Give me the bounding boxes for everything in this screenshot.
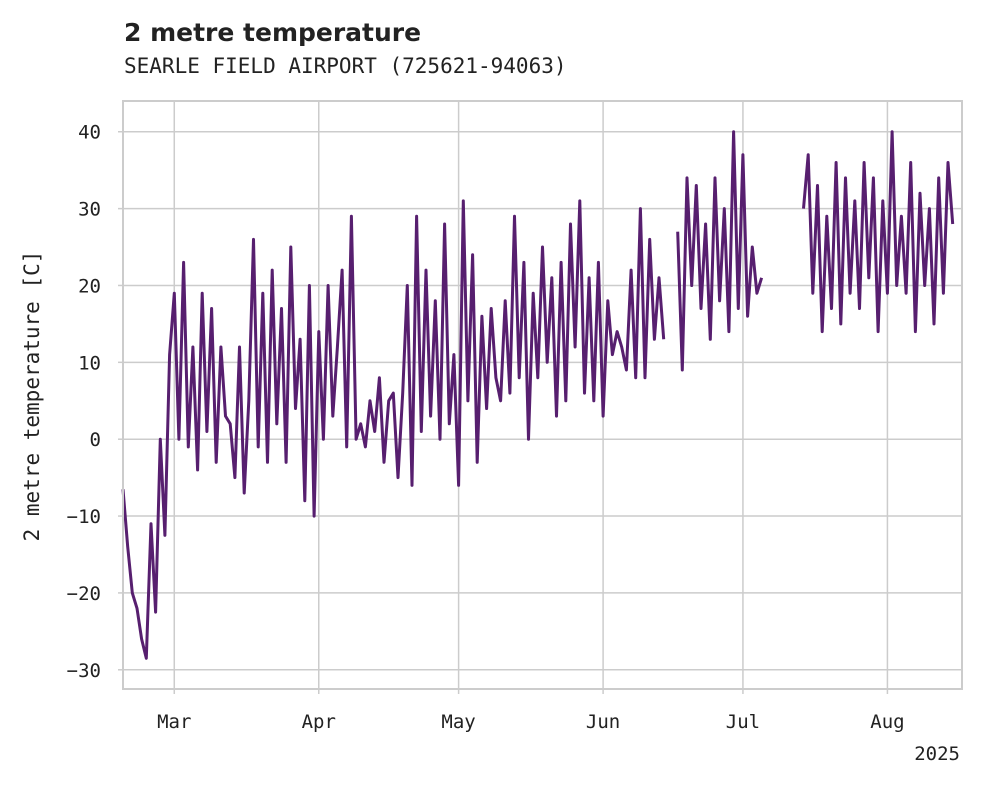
temperature-series-line xyxy=(676,130,764,372)
chart-subtitle: SEARLE FIELD AIRPORT (725621-94063) xyxy=(124,54,567,78)
y-tick-label: 30 xyxy=(78,199,101,221)
x-tick-label: Aug xyxy=(870,711,904,733)
x-tick-label: Mar xyxy=(157,711,191,733)
plot-frame xyxy=(122,100,963,690)
y-tick-label: −30 xyxy=(67,660,101,682)
temperature-series-line xyxy=(802,130,955,334)
chart-title: 2 metre temperature xyxy=(124,18,421,47)
y-tick-label: 20 xyxy=(78,275,101,297)
y-axis-ticks: −30 −20 −10 0 10 20 30 40 xyxy=(67,122,123,682)
x-tick-label: Apr xyxy=(302,711,336,733)
x-tick-label: Jun xyxy=(586,711,620,733)
series-layer xyxy=(121,130,955,660)
x-tick-label: Jul xyxy=(726,711,760,733)
x-axis-ticks: Mar Apr May Jun Jul Aug xyxy=(157,689,905,733)
y-axis-label: 2 metre temperature [C] xyxy=(20,251,44,542)
y-tick-label: 40 xyxy=(78,122,101,144)
y-tick-label: −10 xyxy=(67,506,101,528)
x-gridlines xyxy=(173,101,889,689)
y-tick-label: −20 xyxy=(67,583,101,605)
y-tick-label: 0 xyxy=(90,429,101,451)
x-axis-year-label: 2025 xyxy=(914,743,960,765)
y-tick-label: 10 xyxy=(78,352,101,374)
x-tick-label: May xyxy=(441,711,475,733)
temperature-series-line xyxy=(121,199,666,660)
